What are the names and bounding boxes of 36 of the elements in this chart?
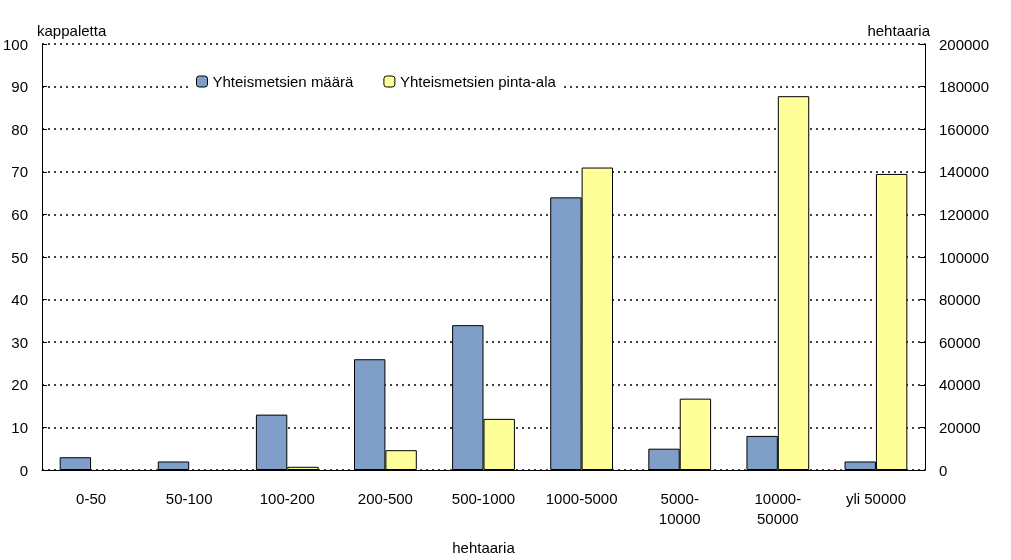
y-tick-label: 90 <box>11 78 29 96</box>
legend-label: Yhteismetsien pinta-ala <box>399 73 557 90</box>
y2-tick-label: 0 <box>939 461 948 479</box>
y-tick-label: 100 <box>3 35 29 53</box>
y-tick-label: 80 <box>11 120 29 138</box>
x-tick-label: 1000-5000 <box>545 489 618 507</box>
x-tick-label: 50-100 <box>165 489 213 507</box>
y2-tick-label: 200000 <box>939 35 990 53</box>
x-tick-label: 100-200 <box>259 489 315 507</box>
y2-tick-label: 140000 <box>939 163 990 181</box>
y-tick-label: 20 <box>11 376 29 394</box>
x-tick-label: yli 50000 <box>845 489 906 507</box>
x-tick-label: 0-50 <box>76 489 107 507</box>
y-tick-label: 40 <box>11 291 29 309</box>
y2-tick-label: 40000 <box>939 376 981 394</box>
y-tick-label: 30 <box>11 333 29 351</box>
y-tick-label: 70 <box>11 163 29 181</box>
x-axis-title: hehtaaria <box>452 539 516 556</box>
y-tick-label: 0 <box>19 461 29 479</box>
y2-tick-label: 120000 <box>939 205 990 223</box>
x-tick-label: 10000-50000 <box>754 489 802 527</box>
y2-axis-title: hehtaaria <box>867 22 931 39</box>
x-tick-label: 500-1000 <box>451 489 516 507</box>
x-tick-label: 5000-10000 <box>658 489 701 527</box>
y2-tick-label: 80000 <box>939 291 981 309</box>
legend-label: Yhteismetsien määrä <box>212 73 355 90</box>
y2-tick-label: 100000 <box>939 248 990 266</box>
y2-tick-label: 60000 <box>939 333 981 351</box>
y-axis-title: kappaletta <box>37 22 107 39</box>
y-tick-label: 10 <box>11 418 29 436</box>
y-tick-label: 50 <box>11 248 29 266</box>
y2-tick-label: 180000 <box>939 78 990 96</box>
y-tick-label: 60 <box>11 205 29 223</box>
x-tick-label: 200-500 <box>357 489 413 507</box>
y2-tick-label: 20000 <box>939 418 981 436</box>
y2-tick-label: 160000 <box>939 120 990 138</box>
